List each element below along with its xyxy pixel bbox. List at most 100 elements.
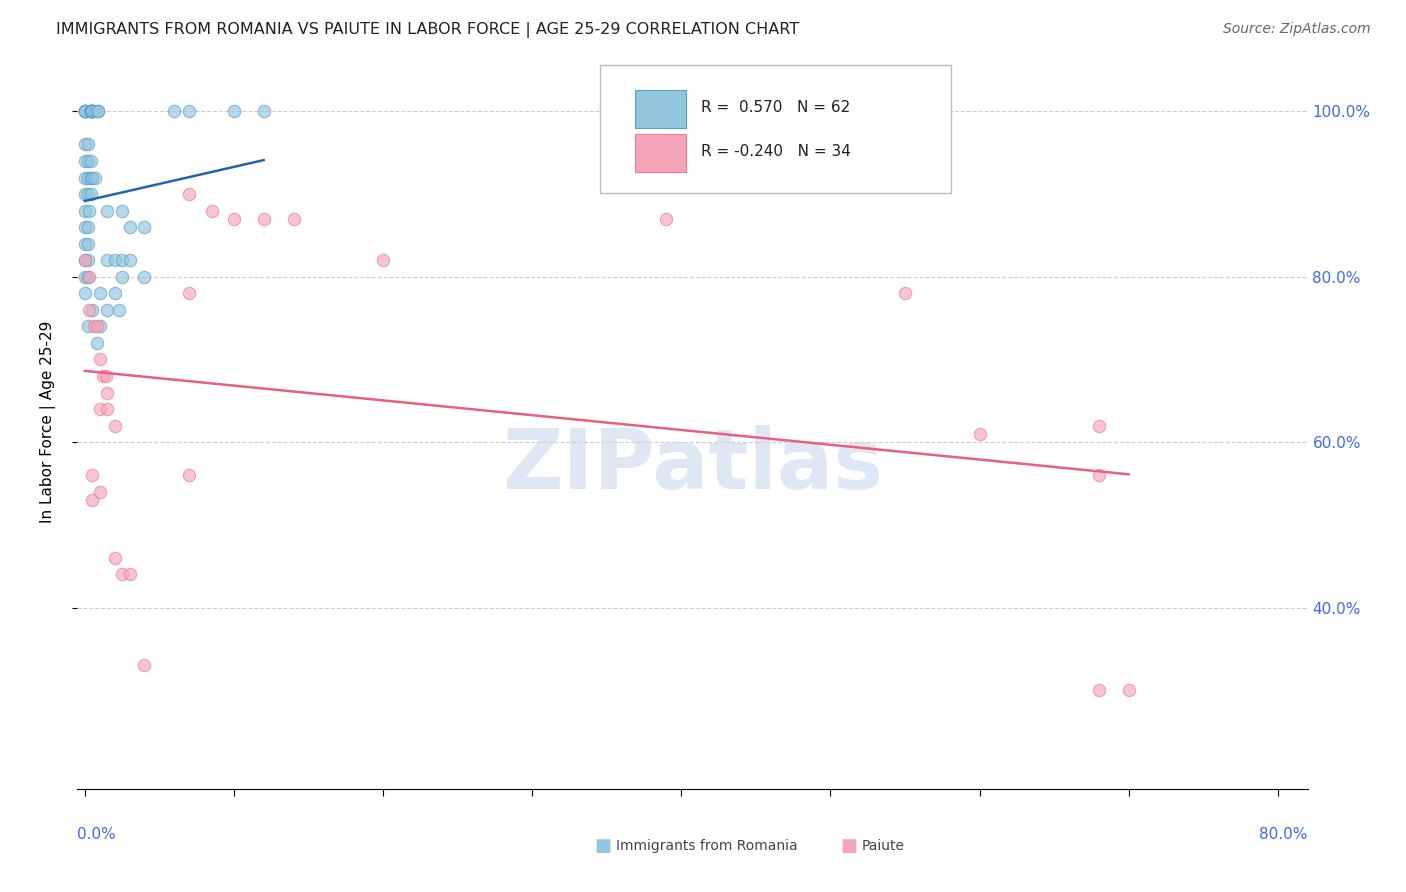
Point (1088, 418, 1111, 433)
Text: 80.0%: 80.0% (1260, 827, 1308, 841)
Text: ■: ■ (841, 837, 858, 855)
Point (86, 335, 108, 350)
Point (118, 253, 141, 268)
Y-axis label: In Labor Force | Age 25-29: In Labor Force | Age 25-29 (41, 320, 56, 523)
Point (80, 104, 103, 119)
Point (76, 154, 98, 169)
Point (73, 253, 96, 268)
Point (73, 187, 96, 202)
Text: 0.0%: 0.0% (77, 827, 117, 841)
Point (283, 211, 305, 226)
Text: IMMIGRANTS FROM ROMANIA VS PAIUTE IN LABOR FORCE | AGE 25-29 CORRELATION CHART: IMMIGRANTS FROM ROMANIA VS PAIUTE IN LAB… (56, 22, 800, 38)
Point (84, 104, 107, 119)
Point (82, 302, 104, 317)
Point (104, 550, 127, 565)
Point (80, 170, 103, 185)
Bar (634, 89, 686, 128)
Point (73, 104, 96, 119)
Point (82, 493, 104, 508)
Point (82, 104, 104, 119)
Point (86, 319, 108, 334)
Point (73, 269, 96, 284)
Point (89, 352, 111, 367)
Text: ZIPatlas: ZIPatlas (502, 425, 883, 506)
Point (80, 187, 103, 202)
Point (179, 104, 201, 119)
Point (73, 170, 96, 185)
Point (253, 211, 276, 226)
Point (73, 203, 96, 218)
Point (96, 385, 118, 400)
Point (76, 253, 98, 268)
Point (76, 137, 98, 152)
Point (73, 236, 96, 251)
Point (111, 203, 134, 218)
Text: Immigrants from Romania: Immigrants from Romania (616, 838, 797, 853)
Text: ■: ■ (595, 837, 612, 855)
Point (179, 468, 201, 483)
Point (222, 104, 245, 119)
FancyBboxPatch shape (600, 64, 950, 194)
Text: R = -0.240   N = 34: R = -0.240 N = 34 (702, 144, 851, 159)
Point (73, 154, 96, 169)
Point (73, 104, 96, 119)
Point (222, 211, 245, 226)
Point (89, 319, 111, 334)
Point (76, 236, 98, 251)
Point (969, 426, 991, 441)
Point (104, 418, 127, 433)
Point (76, 170, 98, 185)
Point (134, 269, 156, 284)
Point (253, 104, 276, 119)
Point (80, 104, 103, 119)
Point (80, 104, 103, 119)
Point (94, 369, 117, 384)
Point (200, 203, 222, 218)
Point (655, 211, 678, 226)
Point (1118, 683, 1140, 698)
Point (82, 468, 104, 483)
Point (96, 302, 118, 317)
Point (82, 104, 104, 119)
Point (371, 253, 394, 268)
Point (82, 104, 104, 119)
Point (91, 369, 114, 384)
Point (108, 302, 131, 317)
Point (87, 104, 110, 119)
Point (104, 253, 127, 268)
Point (80, 154, 103, 169)
Point (77, 203, 100, 218)
Text: Source: ZipAtlas.com: Source: ZipAtlas.com (1223, 22, 1371, 37)
Point (111, 567, 134, 582)
Point (134, 658, 156, 673)
Text: R =  0.570   N = 62: R = 0.570 N = 62 (702, 100, 851, 115)
Point (84, 170, 107, 185)
Point (73, 286, 96, 301)
Point (1088, 683, 1111, 698)
Point (118, 220, 141, 235)
Point (104, 286, 127, 301)
Point (87, 104, 110, 119)
Point (73, 253, 96, 268)
Point (73, 104, 96, 119)
Point (134, 220, 156, 235)
Point (73, 137, 96, 152)
Bar (634, 134, 686, 172)
Text: Paiute: Paiute (862, 838, 905, 853)
Point (76, 187, 98, 202)
Point (77, 269, 100, 284)
Point (76, 220, 98, 235)
Point (89, 484, 111, 499)
Point (163, 104, 186, 119)
Point (89, 402, 111, 417)
Point (1088, 468, 1111, 483)
Point (179, 187, 201, 202)
Point (894, 286, 917, 301)
Point (73, 104, 96, 119)
Point (96, 402, 118, 417)
Point (111, 253, 134, 268)
Point (80, 104, 103, 119)
Point (82, 170, 104, 185)
Point (73, 220, 96, 235)
Point (76, 319, 98, 334)
